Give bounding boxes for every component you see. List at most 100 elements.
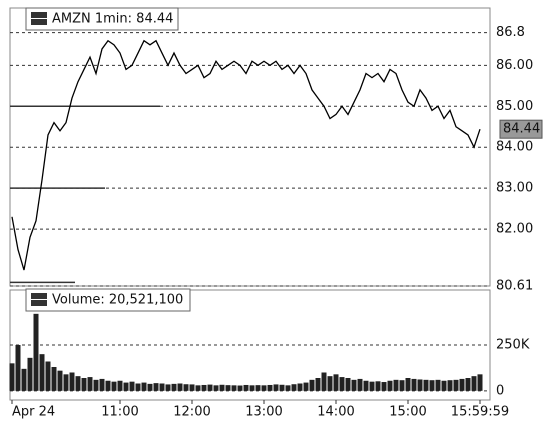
volume-bar [39,354,45,391]
x-tick-label: 14:00 [317,405,354,420]
volume-bar [387,380,393,391]
volume-legend-box [25,288,191,312]
volume-bar [357,378,363,391]
volume-bar [207,384,213,391]
price-line [11,39,481,271]
volume-bar [111,381,117,391]
volume-bar [255,385,261,391]
price-title: AMZN 1min: 84.44 [52,12,173,27]
volume-bar [201,384,207,391]
volume-bar [321,372,327,391]
volume-bar [411,378,417,391]
volume-bar [441,380,447,391]
volume-bar [453,379,459,391]
volume-bar [141,382,147,391]
volume-bar [153,383,159,391]
volume-bar [219,384,225,391]
y-tick-label: 82.00 [496,222,533,237]
volume-bar [303,382,309,391]
volume-bar [183,384,189,391]
volume-bar [93,379,99,391]
last-price-box [499,119,543,139]
y-tick-label: 86.8 [496,25,525,40]
x-tick-label: 15:00 [389,405,426,420]
y-tick-label: 80.61 [496,279,533,294]
volume-bar [237,385,243,391]
volume-bar [381,382,387,391]
volume-bar [297,383,303,391]
volume-bar [309,379,315,391]
volume-bar [135,383,141,391]
x-tick-label: 13:00 [245,405,282,420]
volume-bar [279,384,285,391]
volume-bar [435,379,441,391]
volume-bar [15,345,21,391]
volume-bar [231,385,237,391]
y-tick-label: 84.00 [496,140,533,155]
volume-bar [417,379,423,391]
volume-bar [345,378,351,391]
last-price-label: 84.44 [503,122,540,137]
x-tick-label: Apr 24 [12,405,55,420]
volume-bar [105,380,111,391]
volume-bar [393,379,399,391]
volume-bar [423,379,429,391]
volume-bar [51,367,57,391]
volume-bar [267,384,273,391]
volume-bar [459,378,465,391]
volume-title: Volume: 20,521,100 [52,293,183,308]
volume-bar [369,381,375,391]
volume-bar [33,313,39,391]
volume-bar [399,380,405,391]
volume-bar [285,385,291,391]
volume-bar [213,385,219,391]
price-legend-box [25,7,179,31]
volume-bar [465,378,471,391]
volume-bar [99,378,105,391]
volume-bar [375,381,381,391]
y-tick-label: 85.00 [496,99,533,114]
volume-bar [363,380,369,391]
volume-bar [261,385,267,391]
volume-bar [315,378,321,391]
volume-bar [9,363,15,391]
x-tick-label: 12:00 [173,405,210,420]
volume-bar [45,361,51,391]
volume-bar [405,378,411,391]
volume-bar [165,384,171,391]
volume-bar [471,376,477,391]
volume-bar [225,385,231,391]
volume-bar [195,385,201,391]
volume-bar [57,370,63,391]
y-tick-label: 250K [496,338,530,353]
volume-bar [21,368,27,391]
volume-bar [171,383,177,391]
volume-bar [447,380,453,391]
volume-bar [177,383,183,391]
volume-bar [249,385,255,391]
volume-bar [159,383,165,391]
volume-bar [81,378,87,391]
volume-bar [351,379,357,391]
volume-bar [339,377,345,391]
volume-bar [63,374,69,391]
volume-bar [117,380,123,391]
volume-bar [273,384,279,391]
volume-bar [291,384,297,391]
volume-bar [75,376,81,391]
x-tick-label: 15:59:59 [451,405,509,420]
volume-bar [189,384,195,391]
volume-bar [333,374,339,391]
y-tick-label: 83.00 [496,181,533,196]
volume-bar [27,357,33,391]
volume-bar [477,374,483,391]
x-tick-label: 11:00 [101,405,138,420]
volume-bar [327,376,333,391]
y-tick-label: 0 [496,383,504,398]
volume-bar [87,377,93,391]
volume-bar [123,382,129,391]
volume-bar [147,383,153,391]
y-tick-label: 86.00 [496,58,533,73]
